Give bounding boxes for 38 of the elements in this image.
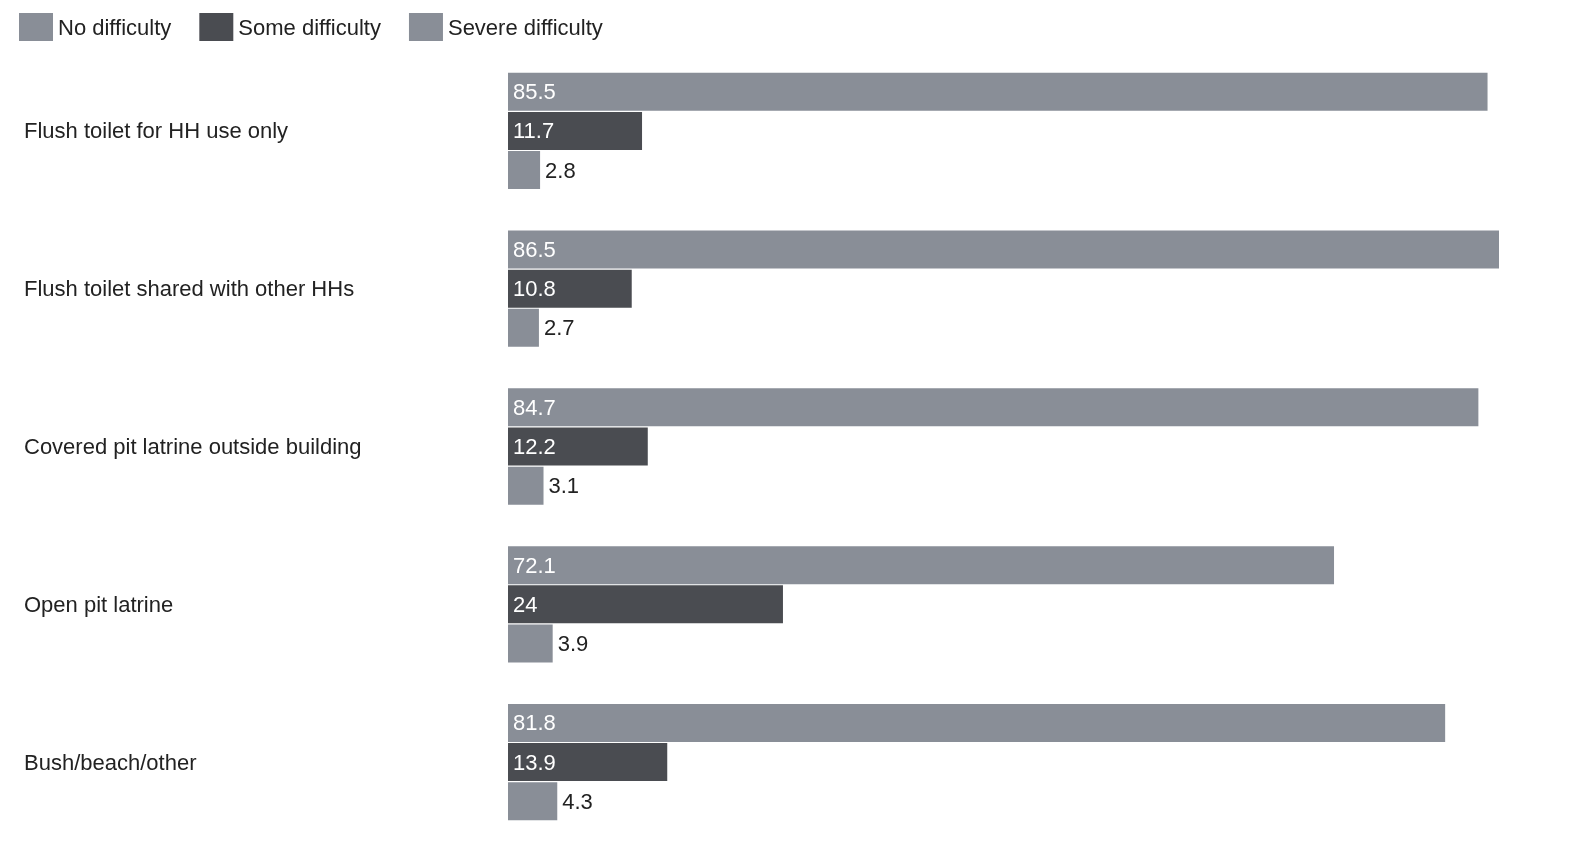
bar	[508, 585, 783, 624]
bar	[508, 388, 1479, 427]
bar	[508, 308, 539, 347]
bar	[508, 111, 643, 150]
y-tick-label: Covered pit latrine outside building	[24, 434, 362, 459]
bar	[508, 703, 1446, 742]
data-label: 11.7	[513, 118, 555, 144]
y-tick-label: Bush/beach/other	[24, 749, 197, 775]
bar	[508, 230, 1499, 269]
y-tick-label: Flush toilet shared with other HHs	[24, 276, 355, 302]
bar	[508, 427, 648, 466]
data-label: 3.1	[548, 473, 580, 499]
data-label: 86.5	[513, 237, 556, 263]
data-label: 85.5	[513, 79, 556, 105]
legend-label: Some difficulty	[238, 14, 381, 40]
data-label: 2.7	[543, 315, 575, 341]
data-label: 72.1	[513, 552, 556, 578]
data-label: 4.3	[562, 788, 593, 814]
y-tick-label: Open pit latrine	[24, 591, 174, 617]
legend-label: No difficulty	[58, 14, 172, 40]
bar	[508, 269, 632, 308]
legend-label: Severe difficulty	[447, 14, 603, 40]
data-label: 10.8	[513, 276, 556, 302]
data-label: 3.9	[557, 630, 589, 656]
bar	[508, 782, 558, 821]
data-label: 84.7	[513, 394, 556, 420]
data-label: 81.8	[513, 710, 556, 736]
bar	[508, 546, 1335, 585]
data-label: 12.2	[513, 434, 556, 459]
bar	[508, 466, 544, 505]
data-label: 13.9	[513, 749, 556, 775]
data-label: 24	[513, 591, 538, 617]
bar	[508, 151, 541, 190]
data-label: 2.8	[545, 157, 576, 183]
bar	[508, 624, 553, 663]
bar	[508, 72, 1488, 111]
y-tick-label: Flush toilet for HH use only	[24, 118, 289, 144]
bar	[508, 743, 668, 782]
